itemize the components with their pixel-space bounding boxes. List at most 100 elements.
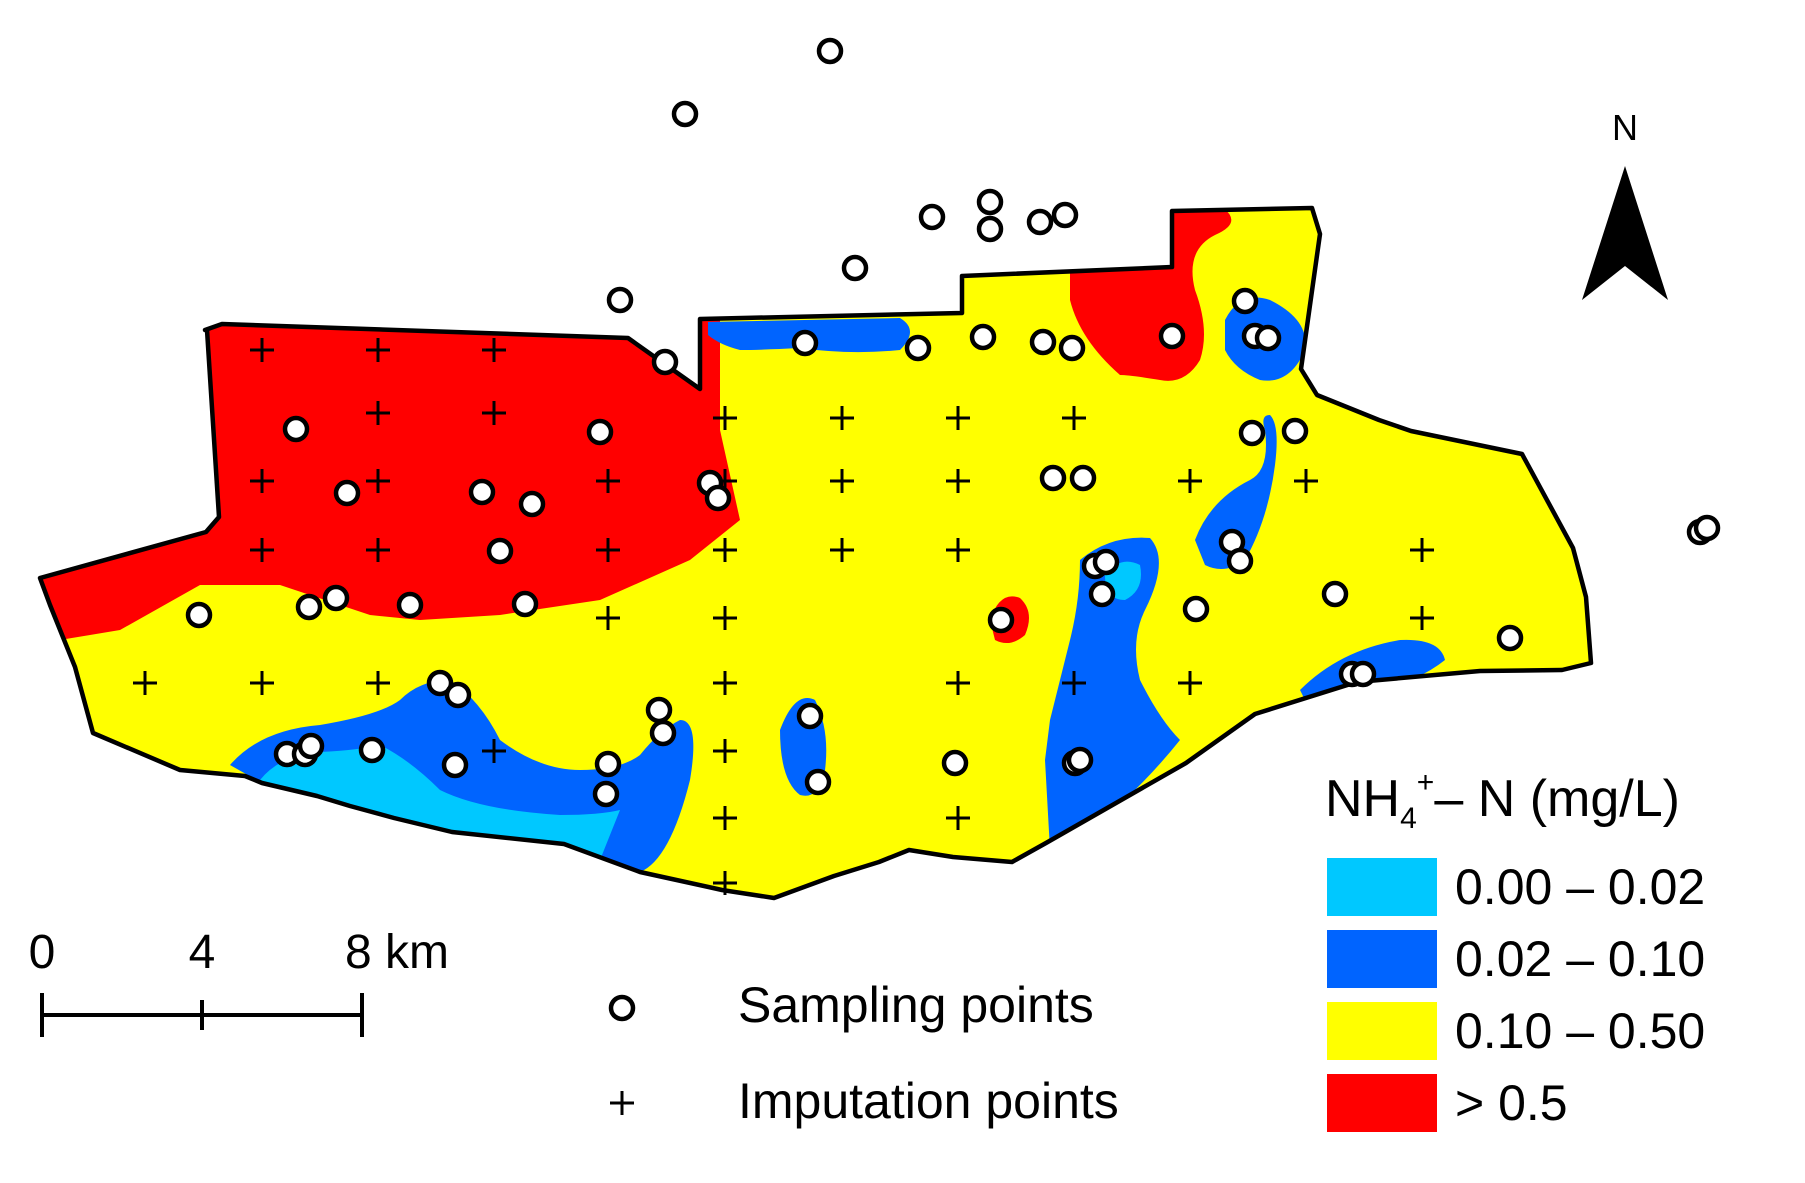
color-legend: NH4+– N (mg/L) 0.00 – 0.02 0.02 – 0.10 0.1… [1325, 766, 1705, 1132]
sampling-point [1182, 595, 1210, 623]
sampling-point [941, 749, 969, 777]
legend-swatch-3 [1327, 1074, 1437, 1132]
imputation-point [1410, 606, 1434, 630]
sampling-point [987, 606, 1015, 634]
sampling-point [969, 323, 997, 351]
sampling-point [1088, 580, 1116, 608]
imputation-point [250, 538, 274, 562]
sampling-point [322, 584, 350, 612]
sampling-point [1158, 322, 1186, 350]
imputation-point [946, 469, 970, 493]
imputation-point-legend-icon [610, 1091, 634, 1115]
imputation-point [250, 671, 274, 695]
north-arrow: N [1582, 107, 1668, 300]
imputation-point [482, 739, 506, 763]
sampling-point [804, 768, 832, 796]
sampling-point [444, 681, 472, 709]
sampling-point [358, 736, 386, 764]
sampling-point [396, 591, 424, 619]
imputation-point [133, 671, 157, 695]
imputation-point [596, 469, 620, 493]
imputation-point [713, 406, 737, 430]
north-arrow-icon [1582, 166, 1668, 300]
sampling-point [1066, 746, 1094, 774]
legend-swatch-1 [1327, 930, 1437, 988]
imputation-point [1062, 406, 1086, 430]
sampling-point [816, 37, 844, 65]
sampling-point [649, 719, 677, 747]
sampling-point [1092, 548, 1120, 576]
scale-label-4: 4 [189, 926, 216, 979]
sampling-point [586, 418, 614, 446]
imputation-point [713, 806, 737, 830]
imputation-point [596, 538, 620, 562]
imputation-point [1294, 469, 1318, 493]
southwest-cyan-zone [260, 745, 620, 860]
sampling-point [518, 490, 546, 518]
sampling-point [592, 780, 620, 808]
sampling-point [1693, 514, 1721, 542]
sampling-point [441, 751, 469, 779]
northwest-red-zone [40, 208, 740, 650]
imputation-point [713, 538, 737, 562]
sampling-point [282, 415, 310, 443]
scale-bar: 0 4 8 km [29, 926, 449, 1037]
imputation-points-label: Imputation points [738, 1073, 1119, 1129]
sampling-point [1026, 208, 1054, 236]
imputation-point [946, 538, 970, 562]
imputation-point [482, 401, 506, 425]
imputation-point [366, 538, 390, 562]
sampling-point [1496, 624, 1524, 652]
legend-swatch-0 [1327, 858, 1437, 916]
sampling-point [1281, 417, 1309, 445]
sampling-point [651, 348, 679, 376]
sampling-point [486, 537, 514, 565]
east-blue-streak [1195, 415, 1277, 569]
imputation-point [596, 606, 620, 630]
sampling-point [671, 100, 699, 128]
sampling-point [918, 203, 946, 231]
imputation-point [713, 606, 737, 630]
imputation-point [830, 469, 854, 493]
sampling-point [1051, 201, 1079, 229]
sampling-point [1321, 580, 1349, 608]
sampling-point [1349, 660, 1377, 688]
sampling-point [704, 484, 732, 512]
imputation-point [713, 671, 737, 695]
sampling-point [295, 593, 323, 621]
north-arrow-label: N [1612, 107, 1638, 148]
legend-class-label-0: 0.00 – 0.02 [1455, 859, 1705, 915]
sampling-point [426, 669, 454, 697]
sampling-point [1058, 334, 1086, 362]
legend-class-label-2: 0.10 – 0.50 [1455, 1003, 1705, 1059]
imputation-point [366, 338, 390, 362]
legend-class-label-1: 0.02 – 0.10 [1455, 931, 1705, 987]
sampling-point [796, 702, 824, 730]
imputation-point [250, 338, 274, 362]
sampling-point [1039, 464, 1067, 492]
sampling-point [976, 188, 1004, 216]
legend-class-label-3: > 0.5 [1455, 1075, 1568, 1131]
imputation-point [366, 671, 390, 695]
sampling-point [333, 479, 361, 507]
imputation-points-layer [133, 338, 1434, 895]
sampling-point [594, 750, 622, 778]
study-area-boundary [37, 205, 1594, 901]
imputation-point [946, 406, 970, 430]
point-legend: Sampling points Imputation points [608, 977, 1119, 1129]
imputation-point [713, 739, 737, 763]
imputation-point [1178, 469, 1202, 493]
sampling-point [606, 286, 634, 314]
sampling-point [297, 732, 325, 760]
sampling-point [645, 696, 673, 724]
sampling-point [185, 601, 213, 629]
imputation-point [250, 469, 274, 493]
imputation-point [830, 406, 854, 430]
sampling-point [841, 254, 869, 282]
sampling-point [1238, 419, 1266, 447]
imputation-point [1062, 671, 1086, 695]
sampling-points-label: Sampling points [738, 977, 1094, 1033]
sampling-point [1231, 287, 1259, 315]
legend-swatch-2 [1327, 1002, 1437, 1060]
